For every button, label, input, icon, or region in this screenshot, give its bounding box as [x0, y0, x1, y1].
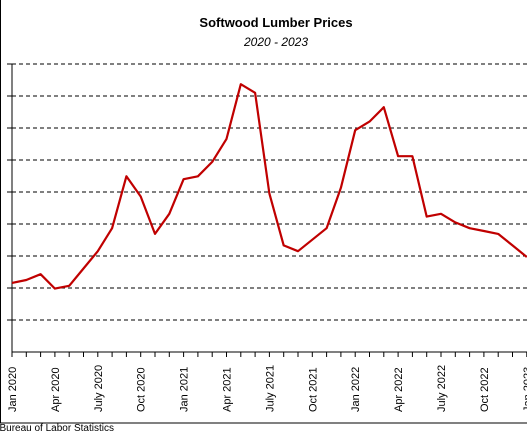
- x-tick-label: July 2020: [93, 365, 105, 412]
- chart-subtitle: 2020 - 2023: [243, 35, 308, 49]
- x-tick-labels: Jan 2020 Apr 2020 July 2020 Oct 2020 Jan 202…: [7, 365, 527, 412]
- x-tick-label: July 2022: [436, 365, 448, 412]
- x-ticks: [11, 352, 527, 357]
- x-tick-label: Apr 2021: [222, 367, 234, 412]
- chart-source: Source: U.S. Bureau of Labor Statistics: [0, 423, 114, 434]
- series-line: [11, 83, 527, 290]
- x-tick-label: Apr 2022: [393, 367, 405, 412]
- gridlines: [7, 63, 527, 321]
- x-tick-label: Apr 2020: [50, 367, 62, 412]
- x-tick-label: Oct 2022: [479, 367, 491, 412]
- chart-title: Softwood Lumber Prices: [199, 15, 352, 30]
- x-tick-label: July 2021: [264, 365, 276, 412]
- x-tick-label: Oct 2021: [307, 367, 319, 412]
- x-tick-label: Jan 2020: [7, 367, 19, 412]
- x-tick-label: Jan 2023: [522, 367, 527, 412]
- chart-frame: [0, 0, 527, 424]
- x-tick-label: Jan 2021: [179, 367, 191, 412]
- x-tick-label: Jan 2022: [350, 367, 362, 412]
- x-tick-label: Oct 2020: [136, 367, 148, 412]
